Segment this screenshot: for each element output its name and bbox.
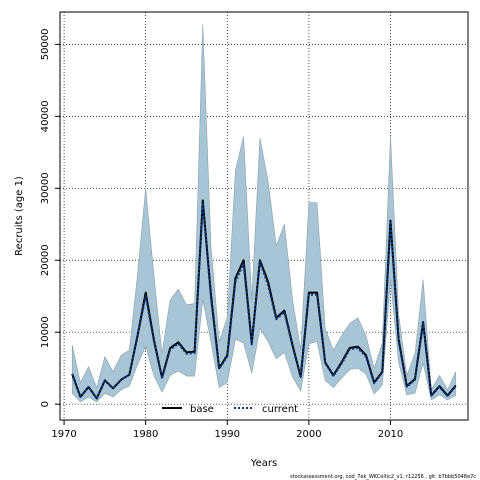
x-tick-label: 1970 — [51, 429, 76, 440]
y-tick-label: 0 — [40, 401, 51, 407]
footer-text: stockassessment.org, cod_7ek_WKCeltic2_v… — [290, 474, 476, 480]
y-axis-title: Recruits (age 1) — [14, 176, 25, 256]
x-tick-label: 2010 — [378, 429, 403, 440]
y-axis: 0 10000 20000 30000 40000 50000 — [40, 28, 60, 407]
y-tick-label: 10000 — [40, 316, 51, 348]
y-tick-label: 30000 — [40, 172, 51, 204]
legend-label-base: base — [190, 404, 214, 415]
confidence-band — [71, 24, 457, 403]
x-axis: 1970 1980 1990 2000 2010 — [51, 420, 403, 440]
x-tick-label: 1980 — [133, 429, 158, 440]
legend-label-current: current — [262, 404, 298, 415]
series-line-current — [71, 201, 457, 400]
x-tick-label: 1990 — [215, 429, 240, 440]
y-tick-label: 50000 — [40, 28, 51, 60]
legend: base current — [162, 404, 298, 415]
plot-frame — [59, 11, 469, 421]
y-tick-label: 20000 — [40, 244, 51, 276]
series-lines — [71, 199, 457, 400]
x-tick-label: 2000 — [296, 429, 321, 440]
x-axis-title: Years — [250, 458, 277, 469]
y-tick-label: 40000 — [40, 100, 51, 132]
confidence-band-area — [71, 24, 457, 403]
